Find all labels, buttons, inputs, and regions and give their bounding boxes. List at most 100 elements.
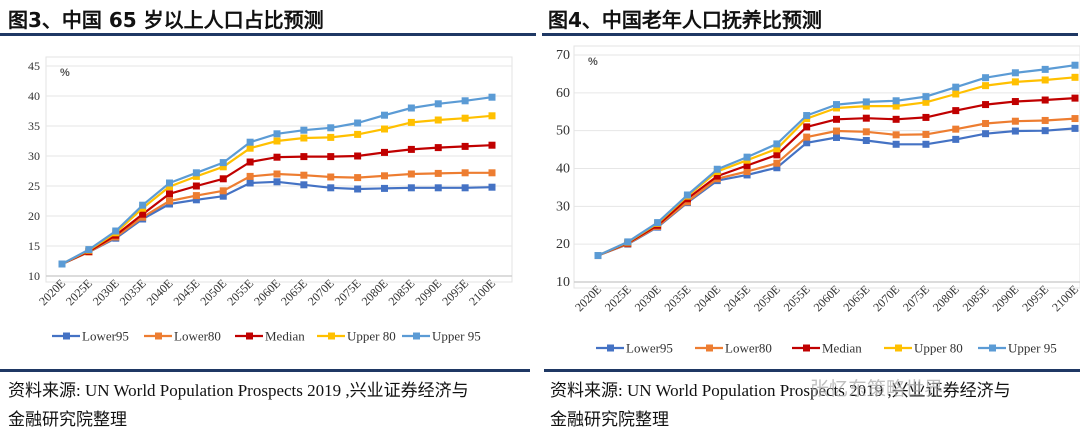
data-point-marker	[488, 169, 496, 177]
data-point-marker	[219, 159, 227, 167]
legend-label: Upper 95	[432, 329, 481, 344]
data-point-marker	[922, 130, 930, 138]
data-point-marker	[407, 145, 415, 153]
y-tick-label: 15	[28, 239, 40, 253]
data-point-marker	[488, 93, 496, 101]
data-point-marker	[952, 90, 960, 98]
title-divider	[542, 33, 1078, 36]
y-tick-label: 35	[28, 119, 40, 133]
data-point-marker	[922, 113, 930, 121]
data-point-marker	[982, 119, 990, 127]
y-tick-label: 10	[556, 275, 570, 290]
data-point-marker	[833, 101, 840, 109]
plot-area	[45, 56, 513, 283]
y-tick-label: 45	[28, 59, 40, 73]
data-point-marker	[773, 151, 781, 159]
data-point-marker	[833, 115, 840, 123]
data-point-marker	[922, 98, 930, 106]
data-point-marker	[743, 161, 751, 169]
legend-marker	[155, 332, 162, 340]
data-point-marker	[982, 101, 990, 109]
legend: Lower95 Lower80 Median Upper 80 Upper 95	[52, 329, 481, 344]
data-point-marker	[139, 210, 147, 218]
legend-item: Lower80	[695, 341, 772, 356]
title-divider	[0, 33, 536, 36]
figure-3-source: 资料来源: UN World Population Prospects 2019…	[8, 376, 538, 434]
legend-item: Upper 95	[402, 329, 481, 344]
data-point-marker	[743, 168, 751, 176]
data-point-marker	[952, 135, 960, 143]
source-line-1: 资料来源: UN World Population Prospects 2019…	[550, 381, 1011, 400]
source-line-2: 金融研究院整理	[8, 410, 127, 429]
data-point-marker	[246, 172, 254, 180]
data-point-marker	[982, 130, 990, 138]
y-tick-label: 60	[556, 86, 570, 101]
data-point-marker	[803, 123, 811, 131]
data-point-marker	[58, 260, 66, 268]
data-point-marker	[461, 114, 469, 122]
data-point-marker	[461, 184, 469, 192]
legend-item: Lower95	[52, 329, 129, 344]
data-point-marker	[743, 153, 751, 161]
data-point-marker	[773, 140, 781, 148]
data-point-marker	[1071, 115, 1079, 123]
y-tick-label: 10	[28, 269, 40, 283]
legend-item: Upper 80	[884, 341, 963, 356]
watermark: 张忆东策略世界	[810, 378, 944, 400]
data-point-marker	[139, 201, 147, 209]
data-point-marker	[862, 128, 870, 136]
series-upper95	[58, 93, 496, 268]
legend-label: Upper 80	[914, 341, 963, 356]
data-point-marker	[166, 197, 173, 205]
data-point-marker	[594, 252, 602, 260]
legend-marker	[607, 344, 614, 352]
legend-item: Lower80	[144, 329, 221, 344]
data-point-marker	[654, 219, 662, 227]
legend: Lower95 Lower80 Median Upper 80 Upper 95	[596, 341, 1057, 356]
data-point-marker	[273, 178, 281, 186]
y-tick-label: 40	[28, 89, 40, 103]
data-point-marker	[273, 137, 281, 145]
data-point-marker	[952, 83, 960, 91]
data-point-marker	[434, 100, 442, 108]
data-point-marker	[434, 169, 442, 177]
data-point-marker	[862, 114, 870, 122]
data-point-marker	[1071, 61, 1079, 69]
data-point-marker	[803, 139, 811, 147]
data-point-marker	[354, 130, 362, 138]
data-point-marker	[192, 192, 200, 200]
legend-label: Upper 80	[347, 329, 396, 344]
data-point-marker	[952, 107, 960, 115]
figure-3-panel: 图3、中国 65 岁以上人口占比预测 10 15 20 25 30 35 40 45% 2020…	[0, 8, 538, 434]
data-point-marker	[381, 111, 388, 119]
legend-label: Lower95	[626, 341, 673, 356]
data-point-marker	[1011, 127, 1019, 135]
data-point-marker	[892, 131, 900, 139]
data-point-marker	[192, 182, 200, 190]
data-point-marker	[803, 112, 811, 120]
legend-label: Lower95	[82, 329, 129, 344]
legend-label: Lower80	[174, 329, 221, 344]
data-point-marker	[713, 172, 721, 180]
data-point-marker	[166, 190, 173, 198]
legend-item: Lower95	[596, 341, 673, 356]
data-point-marker	[219, 187, 227, 195]
data-point-marker	[112, 227, 120, 235]
unit-label: %	[588, 56, 598, 68]
data-point-marker	[85, 246, 93, 254]
legend-label: Median	[822, 341, 862, 356]
data-point-marker	[407, 184, 415, 192]
data-point-marker	[300, 153, 308, 161]
data-point-marker	[219, 163, 227, 171]
source-line-2: 金融研究院整理	[550, 410, 669, 429]
series-upper95	[594, 61, 1079, 260]
data-point-marker	[327, 184, 335, 192]
y-tick-label: 50	[556, 124, 570, 139]
y-tick-label: 40	[556, 162, 570, 177]
y-tick-label: 20	[556, 237, 570, 252]
data-point-marker	[1011, 98, 1019, 106]
data-point-marker	[381, 184, 388, 192]
legend-marker	[63, 332, 70, 340]
